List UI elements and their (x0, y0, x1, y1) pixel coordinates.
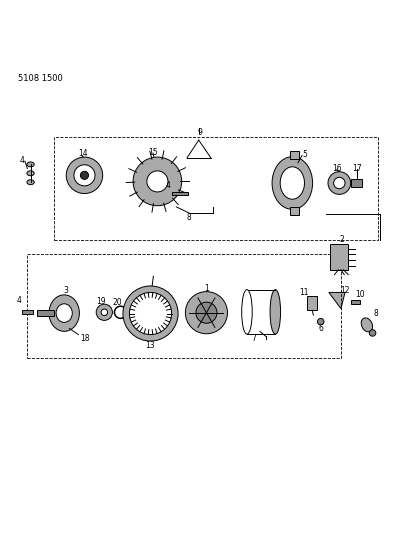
Bar (330, 244, 348, 270)
Circle shape (123, 286, 178, 341)
Text: 4: 4 (166, 181, 171, 190)
Ellipse shape (49, 295, 80, 332)
Text: 6: 6 (318, 324, 323, 333)
Circle shape (80, 171, 89, 180)
Text: 14: 14 (78, 149, 88, 158)
Ellipse shape (270, 289, 281, 334)
Circle shape (334, 177, 345, 189)
Text: 3: 3 (64, 286, 69, 295)
Ellipse shape (272, 157, 313, 209)
Bar (351, 180, 362, 187)
Circle shape (185, 292, 228, 334)
Circle shape (66, 157, 103, 193)
Text: 4: 4 (20, 156, 25, 165)
Circle shape (328, 172, 351, 195)
Text: 12: 12 (340, 286, 350, 295)
Text: 2: 2 (339, 235, 344, 244)
Text: 16: 16 (332, 164, 342, 173)
Text: 8: 8 (186, 213, 191, 222)
Text: 19: 19 (96, 297, 106, 306)
Circle shape (196, 302, 217, 323)
Bar (22, 310, 33, 314)
Circle shape (369, 330, 376, 336)
Text: 10: 10 (355, 289, 364, 298)
Ellipse shape (242, 289, 252, 334)
Bar (290, 207, 299, 215)
Text: 8: 8 (373, 309, 378, 318)
Text: 7: 7 (251, 334, 256, 343)
Ellipse shape (56, 304, 72, 322)
Circle shape (317, 318, 324, 325)
Bar (290, 151, 299, 159)
Text: 18: 18 (80, 334, 89, 343)
Ellipse shape (361, 318, 373, 332)
Circle shape (147, 171, 168, 192)
Text: 13: 13 (145, 341, 155, 350)
Ellipse shape (27, 180, 34, 184)
Text: 5: 5 (302, 150, 307, 159)
Ellipse shape (27, 162, 34, 167)
Bar (27, 254, 341, 358)
Text: 11: 11 (299, 288, 308, 297)
Text: 20: 20 (113, 297, 122, 306)
Bar (172, 192, 188, 195)
Ellipse shape (280, 167, 304, 199)
Text: 5108 1500: 5108 1500 (18, 74, 62, 83)
Bar (351, 300, 359, 304)
Text: 17: 17 (353, 164, 362, 173)
Bar (37, 310, 54, 317)
Circle shape (133, 157, 182, 206)
Bar (307, 296, 317, 310)
Text: 9: 9 (197, 128, 202, 138)
Polygon shape (329, 293, 345, 309)
Ellipse shape (27, 171, 34, 176)
Text: 4: 4 (17, 296, 22, 305)
Circle shape (96, 304, 113, 320)
Circle shape (74, 165, 95, 186)
Text: 15: 15 (149, 148, 158, 157)
Text: 1: 1 (204, 284, 209, 293)
Bar (54, 137, 378, 240)
Circle shape (101, 309, 108, 316)
Circle shape (129, 293, 172, 335)
